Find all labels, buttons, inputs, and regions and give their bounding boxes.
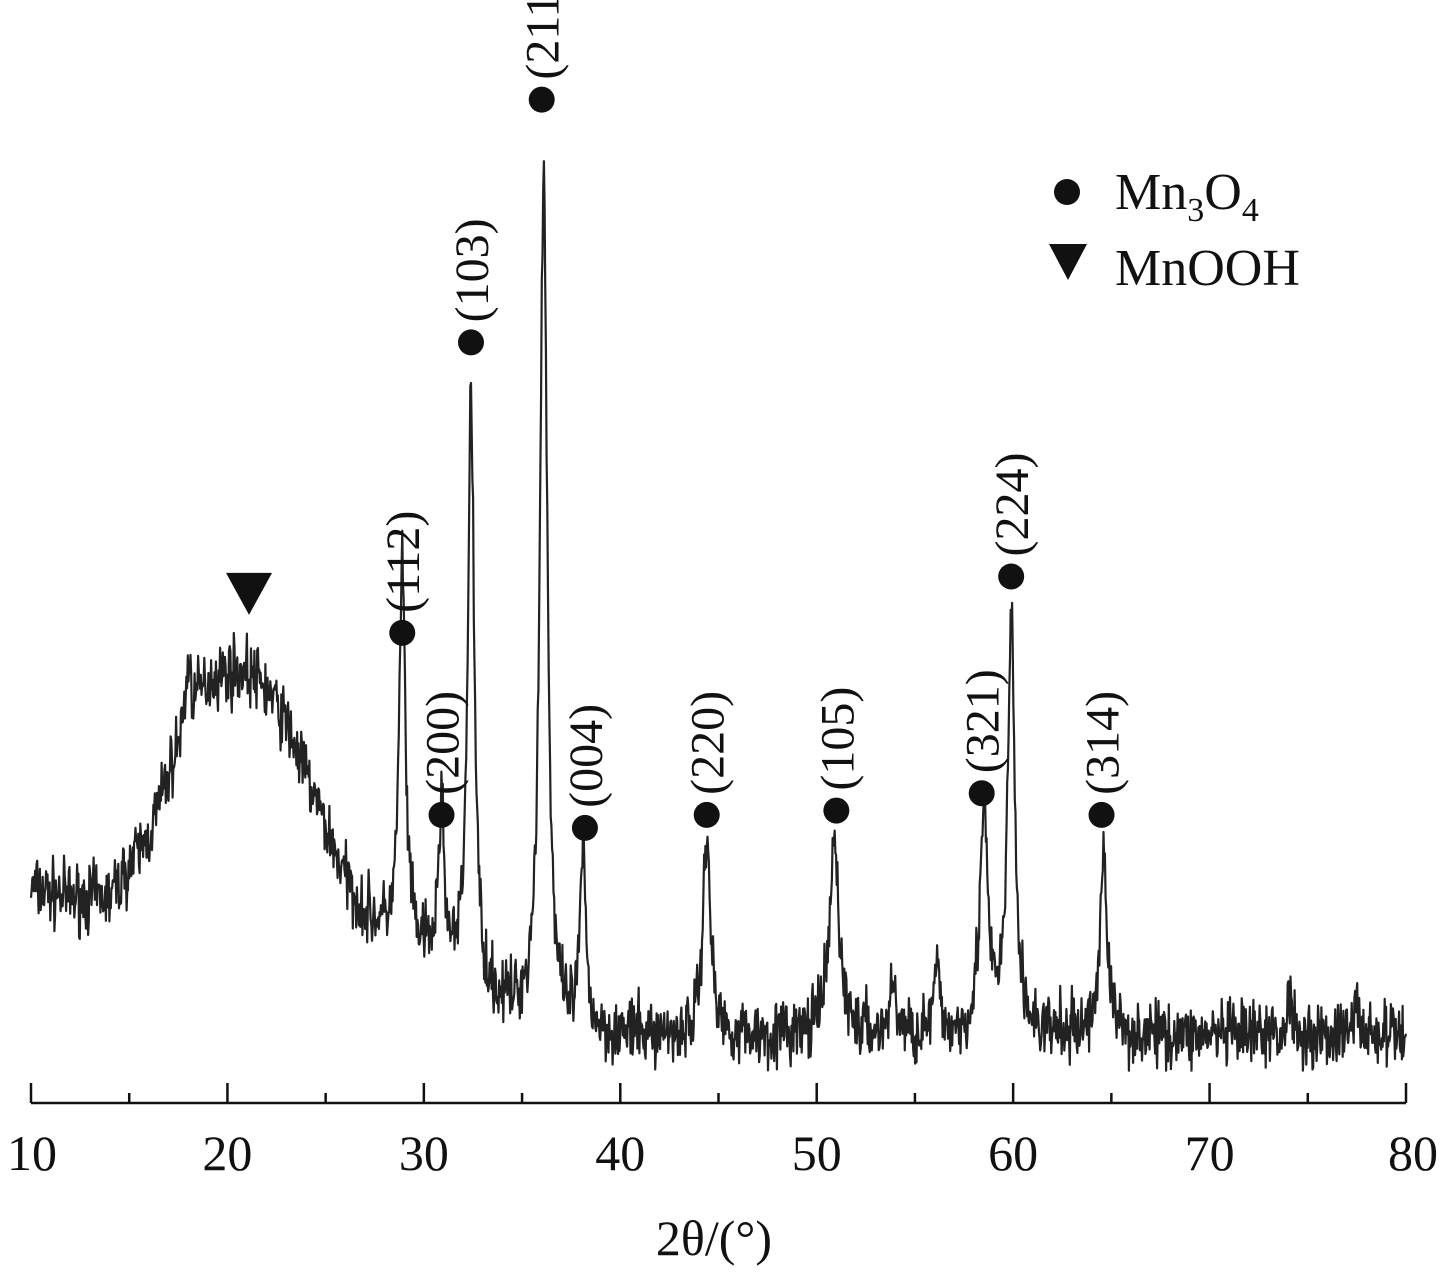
mn3o4-peak-marker — [571, 814, 598, 841]
x-tick-label: 10 — [7, 1125, 57, 1181]
x-tick-label: 60 — [988, 1125, 1038, 1181]
legend-mn3o4-label: Mn3O4 — [1115, 164, 1259, 229]
peak-miller-index-label: (314) — [1077, 691, 1130, 795]
mn3o4-peak-marker — [1088, 801, 1115, 828]
legend-mn3o4-sub1: 3 — [1187, 192, 1204, 229]
xrd-pattern-line — [29, 160, 1408, 1072]
peak-miller-index-label: (105) — [811, 687, 864, 791]
legend-mn3o4-mid: O — [1204, 164, 1242, 221]
peak-miller-index-label: (224) — [986, 453, 1039, 557]
peak-annotations: (112) (200) (103) (211) (004) (220) (105) (321)… — [226, 0, 1130, 841]
mn3o4-peak-marker — [528, 86, 555, 113]
x-axis-label: 2θ/(°) — [656, 1210, 772, 1266]
peak-miller-index-label: (004) — [560, 704, 613, 808]
peak-miller-index-label: (103) — [446, 218, 499, 322]
peak-miller-index-label: (220) — [682, 691, 735, 795]
x-axis-ticks: 10 20 30 40 50 60 70 80 — [7, 1083, 1438, 1181]
x-tick-label: 80 — [1388, 1125, 1438, 1181]
legend-mn3o4-marker — [1054, 179, 1080, 205]
x-tick-label: 70 — [1185, 1125, 1235, 1181]
legend-mn3o4-sub2: 4 — [1242, 192, 1259, 229]
x-tick-label: 40 — [595, 1125, 645, 1181]
mn3o4-peak-marker — [428, 801, 455, 828]
peak-miller-index-label: (112) — [377, 511, 430, 613]
peak-miller-index-label: (211) — [517, 0, 570, 80]
x-tick-label: 30 — [399, 1125, 449, 1181]
legend-mnooh-marker — [1049, 244, 1087, 280]
mnooh-peak-marker — [226, 572, 273, 615]
legend-mnooh-label: MnOOH — [1115, 240, 1300, 297]
x-tick-label: 50 — [792, 1125, 842, 1181]
mn3o4-peak-marker — [998, 563, 1025, 590]
mn3o4-peak-marker — [693, 801, 720, 828]
x-tick-label: 20 — [202, 1125, 252, 1181]
mn3o4-peak-marker — [458, 329, 484, 356]
mn3o4-peak-marker — [968, 780, 995, 807]
mn3o4-peak-marker — [823, 797, 850, 824]
legend-mn3o4-main: Mn — [1115, 164, 1187, 221]
legend: Mn3O4 MnOOH — [1049, 164, 1300, 297]
peak-miller-index-label: (321) — [957, 669, 1010, 773]
peak-miller-index-label: (200) — [417, 691, 470, 795]
mn3o4-peak-marker — [389, 619, 416, 646]
